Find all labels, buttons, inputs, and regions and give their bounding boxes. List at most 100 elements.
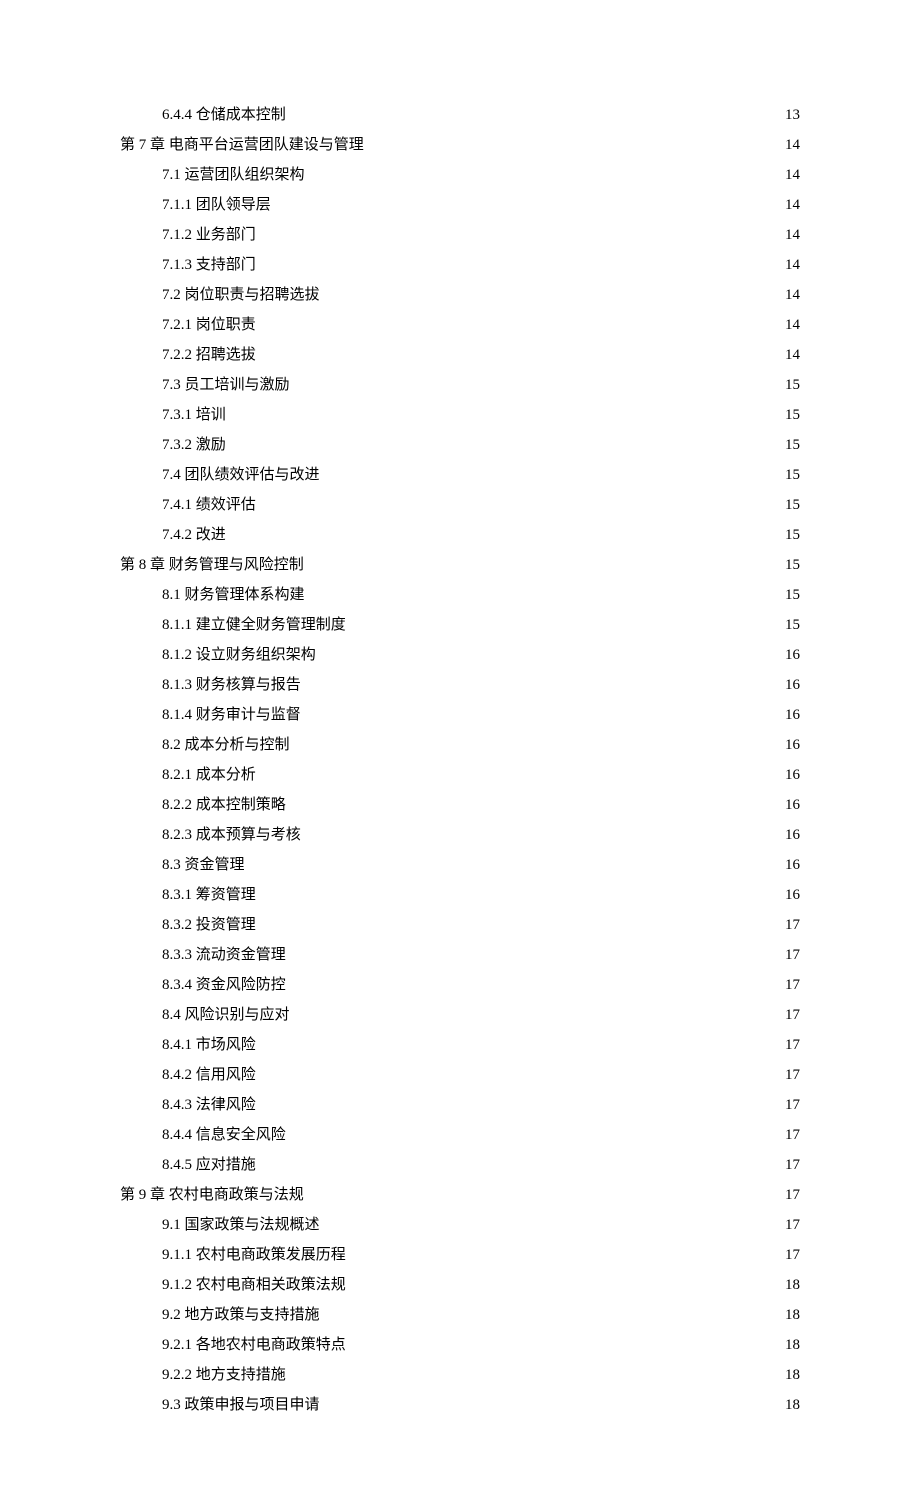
toc-entry[interactable]: 8.1 财务管理体系构建15 bbox=[162, 580, 800, 610]
toc-entry[interactable]: 9.3 政策申报与项目申请18 bbox=[162, 1390, 800, 1420]
toc-entry[interactable]: 8.3.1 筹资管理 16 bbox=[162, 880, 800, 910]
toc-entry[interactable]: 8.3 资金管理 16 bbox=[162, 850, 800, 880]
toc-entry[interactable]: 7.1 运营团队组织架构 14 bbox=[162, 160, 800, 190]
toc-entry[interactable]: 7.1.1 团队领导层14 bbox=[162, 190, 800, 220]
toc-leader-dots bbox=[286, 104, 783, 119]
toc-label: 9.2.2 地方支持措施 bbox=[162, 1360, 286, 1390]
toc-page-number: 17 bbox=[783, 1090, 800, 1120]
toc-entry[interactable]: 8.4.4 信息安全风险17 bbox=[162, 1120, 800, 1150]
toc-page-number: 14 bbox=[783, 130, 800, 160]
toc-page-number: 18 bbox=[783, 1330, 800, 1360]
toc-label: 第 9 章 农村电商政策与法规 bbox=[120, 1180, 304, 1210]
toc-leader-dots bbox=[286, 1364, 783, 1379]
toc-page-number: 14 bbox=[783, 340, 800, 370]
toc-leader-dots bbox=[290, 1004, 783, 1019]
toc-leader-dots bbox=[256, 1094, 783, 1109]
toc-leader-dots bbox=[304, 1184, 783, 1199]
toc-entry[interactable]: 7.4.1 绩效评估 15 bbox=[162, 490, 800, 520]
toc-page-number: 16 bbox=[783, 760, 800, 790]
toc-entry[interactable]: 8.4.2 信用风险 17 bbox=[162, 1060, 800, 1090]
toc-entry[interactable]: 8.1.4 财务审计与监督16 bbox=[162, 700, 800, 730]
toc-entry[interactable]: 9.2 地方政策与支持措施18 bbox=[162, 1300, 800, 1330]
toc-page-number: 16 bbox=[783, 730, 800, 760]
toc-page-number: 17 bbox=[783, 970, 800, 1000]
toc-page-number: 17 bbox=[783, 1150, 800, 1180]
toc-page-number: 17 bbox=[783, 1240, 800, 1270]
toc-entry[interactable]: 7.1.2 业务部门 14 bbox=[162, 220, 800, 250]
toc-leader-dots bbox=[226, 434, 783, 449]
toc-label: 8.1.3 财务核算与报告 bbox=[162, 670, 301, 700]
toc-label: 8.1 财务管理体系构建 bbox=[162, 580, 305, 610]
toc-entry[interactable]: 7.2 岗位职责与招聘选拔14 bbox=[162, 280, 800, 310]
toc-entry[interactable]: 第 8 章 财务管理与风险控制15 bbox=[120, 550, 800, 580]
toc-entry[interactable]: 7.4 团队绩效评估与改进15 bbox=[162, 460, 800, 490]
toc-page-number: 16 bbox=[783, 820, 800, 850]
toc-entry[interactable]: 6.4.4 仓储成本控制13 bbox=[162, 100, 800, 130]
toc-entry[interactable]: 7.2.2 招聘选拔 14 bbox=[162, 340, 800, 370]
toc-label: 9.1 国家政策与法规概述 bbox=[162, 1210, 320, 1240]
toc-label: 9.1.2 农村电商相关政策法规 bbox=[162, 1270, 346, 1300]
toc-leader-dots bbox=[256, 1034, 783, 1049]
toc-entry[interactable]: 8.3.2 投资管理 17 bbox=[162, 910, 800, 940]
toc-entry[interactable]: 9.1.2 农村电商相关政策法规 18 bbox=[162, 1270, 800, 1300]
toc-label: 7.1.1 团队领导层 bbox=[162, 190, 271, 220]
toc-entry[interactable]: 8.2.1 成本分析 16 bbox=[162, 760, 800, 790]
toc-leader-dots bbox=[320, 1304, 783, 1319]
toc-entry[interactable]: 7.3.2 激励 15 bbox=[162, 430, 800, 460]
toc-entry[interactable]: 8.1.2 设立财务组织架构16 bbox=[162, 640, 800, 670]
toc-leader-dots bbox=[320, 284, 783, 299]
toc-entry[interactable]: 8.4.1 市场风险 17 bbox=[162, 1030, 800, 1060]
toc-leader-dots bbox=[301, 704, 783, 719]
toc-page-number: 14 bbox=[783, 280, 800, 310]
toc-leader-dots bbox=[320, 1394, 783, 1409]
toc-page-number: 16 bbox=[783, 850, 800, 880]
toc-leader-dots bbox=[346, 1334, 783, 1349]
toc-entry[interactable]: 7.4.2 改进 15 bbox=[162, 520, 800, 550]
toc-leader-dots bbox=[364, 134, 783, 149]
toc-entry[interactable]: 7.3 员工培训与激励 15 bbox=[162, 370, 800, 400]
toc-entry[interactable]: 9.2.1 各地农村电商政策特点18 bbox=[162, 1330, 800, 1360]
toc-entry[interactable]: 8.4.5 应对措施 17 bbox=[162, 1150, 800, 1180]
toc-label: 7.1 运营团队组织架构 bbox=[162, 160, 305, 190]
toc-leader-dots bbox=[301, 824, 783, 839]
toc-label: 7.2.1 岗位职责 bbox=[162, 310, 256, 340]
toc-label: 7.4.2 改进 bbox=[162, 520, 226, 550]
toc-entry[interactable]: 8.4.3 法律风险 17 bbox=[162, 1090, 800, 1120]
toc-leader-dots bbox=[305, 164, 783, 179]
toc-label: 8.3.4 资金风险防控 bbox=[162, 970, 286, 1000]
toc-leader-dots bbox=[226, 404, 783, 419]
toc-leader-dots bbox=[271, 194, 783, 209]
table-of-contents: 6.4.4 仓储成本控制13第 7 章 电商平台运营团队建设与管理147.1 运… bbox=[120, 100, 800, 1420]
toc-entry[interactable]: 9.1.1 农村电商政策发展历程 17 bbox=[162, 1240, 800, 1270]
toc-entry[interactable]: 8.2.3 成本预算与考核16 bbox=[162, 820, 800, 850]
toc-label: 9.2 地方政策与支持措施 bbox=[162, 1300, 320, 1330]
toc-entry[interactable]: 8.1.3 财务核算与报告16 bbox=[162, 670, 800, 700]
toc-label: 9.1.1 农村电商政策发展历程 bbox=[162, 1240, 346, 1270]
toc-leader-dots bbox=[290, 374, 783, 389]
toc-page-number: 15 bbox=[783, 370, 800, 400]
toc-page-number: 18 bbox=[783, 1390, 800, 1420]
toc-entry[interactable]: 8.3.4 资金风险防控 17 bbox=[162, 970, 800, 1000]
toc-entry[interactable]: 7.1.3 支持部门 14 bbox=[162, 250, 800, 280]
toc-entry[interactable]: 8.1.1 建立健全财务管理制度15 bbox=[162, 610, 800, 640]
toc-entry[interactable]: 8.2.2 成本控制策略16 bbox=[162, 790, 800, 820]
toc-label: 7.3 员工培训与激励 bbox=[162, 370, 290, 400]
toc-entry[interactable]: 8.3.3 流动资金管理17 bbox=[162, 940, 800, 970]
toc-label: 8.1.2 设立财务组织架构 bbox=[162, 640, 316, 670]
toc-page-number: 14 bbox=[783, 310, 800, 340]
toc-leader-dots bbox=[256, 254, 783, 269]
toc-label: 7.1.2 业务部门 bbox=[162, 220, 256, 250]
toc-entry[interactable]: 7.3.1 培训 15 bbox=[162, 400, 800, 430]
toc-leader-dots bbox=[320, 464, 783, 479]
toc-entry[interactable]: 9.1 国家政策与法规概述17 bbox=[162, 1210, 800, 1240]
toc-entry[interactable]: 7.2.1 岗位职责 14 bbox=[162, 310, 800, 340]
toc-entry[interactable]: 8.2 成本分析与控制16 bbox=[162, 730, 800, 760]
toc-page-number: 18 bbox=[783, 1270, 800, 1300]
toc-entry[interactable]: 第 7 章 电商平台运营团队建设与管理14 bbox=[120, 130, 800, 160]
toc-entry[interactable]: 第 9 章 农村电商政策与法规17 bbox=[120, 1180, 800, 1210]
toc-entry[interactable]: 8.4 风险识别与应对17 bbox=[162, 1000, 800, 1030]
toc-page-number: 17 bbox=[783, 910, 800, 940]
toc-entry[interactable]: 9.2.2 地方支持措施18 bbox=[162, 1360, 800, 1390]
toc-page-number: 14 bbox=[783, 160, 800, 190]
toc-leader-dots bbox=[286, 1124, 783, 1139]
